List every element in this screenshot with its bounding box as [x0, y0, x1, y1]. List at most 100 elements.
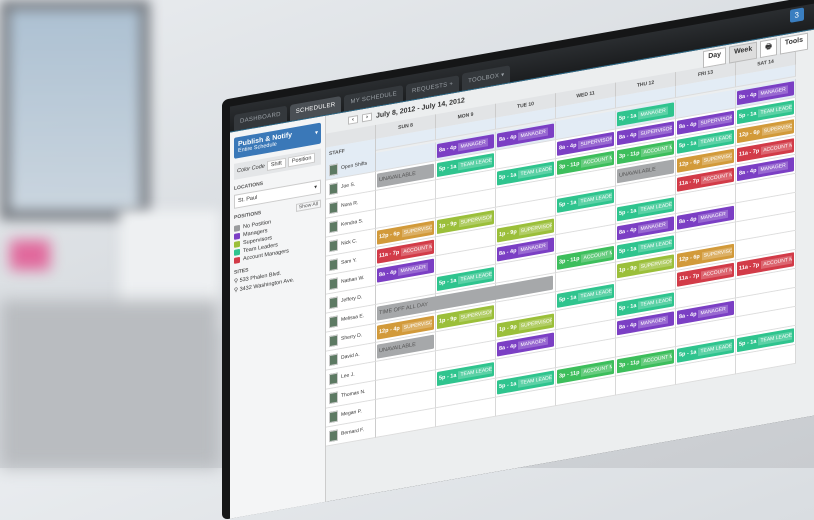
staff-name: Bernard F.	[341, 426, 365, 438]
shift-time: 5p - 1a	[499, 172, 517, 182]
shift-time: 5p - 1a	[439, 163, 457, 173]
shift-position: TEAM LEADER	[698, 133, 732, 147]
shift-time: 5p - 1a	[739, 110, 757, 120]
shift-time: 12p - 4p	[379, 325, 400, 336]
staff-name: Megan P.	[341, 408, 362, 419]
shift-position: MANAGER	[698, 304, 728, 318]
color-code-label: Color Code	[237, 163, 265, 175]
shift-time: 8a - 4p	[679, 311, 697, 321]
shift-position: SUPERVISOR	[458, 213, 492, 228]
shift-time: 5p - 1a	[439, 277, 457, 287]
shift-position: MANAGER	[518, 241, 548, 255]
shift-time: 8a - 4p	[679, 216, 697, 226]
shift-position: ACCOUNT M	[701, 266, 732, 280]
shift-time: 8a - 4p	[619, 321, 637, 331]
shift-position: ACCOUNT M	[701, 171, 732, 185]
avatar	[329, 353, 338, 366]
shift-position: SUPERVISOR	[701, 247, 732, 261]
color-by-shift-button[interactable]: Shift	[266, 157, 286, 172]
staff-name: Jeffery D.	[341, 294, 363, 305]
background-desk	[0, 300, 220, 468]
shift-time: 5p - 1a	[679, 349, 697, 359]
shift-position: ACCOUNT M	[581, 363, 612, 377]
shift-time: UNAVAILABLE	[379, 341, 416, 355]
shift-position: ACCOUNT M	[581, 154, 612, 168]
shift-position: SUPERVISOR	[458, 308, 492, 323]
staff-name: Melissa E.	[341, 312, 365, 324]
shift-time: 8a - 4p	[619, 131, 637, 141]
shift-position: SUPERVISOR	[701, 152, 732, 166]
shift-time: 8a - 4p	[499, 134, 517, 144]
shift-position: MANAGER	[398, 262, 428, 276]
shift-time: 12p - 6p	[679, 253, 700, 264]
shift-position: TEAM LEADER	[458, 156, 492, 171]
shift-position: ACCOUNT M	[401, 242, 432, 257]
shift-position: SUPERVISOR	[638, 124, 672, 139]
staff-name: Sam Y.	[341, 257, 357, 267]
shift-time: 11a - 7p	[739, 148, 760, 158]
avatar	[329, 220, 338, 233]
shift-position: SUPERVISOR	[761, 122, 792, 136]
shift-position: SUPERVISOR	[518, 316, 552, 331]
checkbox-icon[interactable]	[234, 232, 240, 240]
shift-position: SUPERVISOR	[401, 318, 432, 333]
shift-position: TEAM LEADER	[698, 342, 732, 356]
shift-time: 11a - 7p	[679, 272, 700, 283]
shift-position: MANAGER	[758, 161, 788, 175]
location-value: St. Paul	[238, 194, 258, 205]
shift-time: 8a - 4p	[679, 121, 697, 131]
background-monitor	[0, 0, 150, 220]
shift-position: TEAM LEADER	[518, 373, 552, 388]
staff-name: Nick C.	[341, 238, 358, 248]
shift-time: 5p - 1a	[499, 381, 517, 391]
shift-position: SUPERVISOR	[638, 257, 672, 272]
shift-time: 1p - 9p	[619, 264, 637, 274]
shift-position: MANAGER	[518, 127, 548, 141]
shift-time: 3p - 11p	[559, 255, 580, 266]
shift-position: TEAM LEADER	[458, 270, 492, 285]
shift-time: 8a - 4p	[499, 248, 517, 258]
avatar	[329, 315, 338, 328]
shift-time: 11a - 7p	[679, 177, 700, 188]
checkbox-icon[interactable]	[234, 240, 240, 248]
shift-time: 5p - 1a	[619, 245, 637, 255]
shift-time: 1p - 9p	[439, 315, 457, 325]
shift-time: 8a - 4p	[439, 144, 457, 154]
shift-time: 11a - 7p	[739, 262, 760, 272]
shift-time: 5p - 1a	[619, 302, 637, 312]
checkbox-icon[interactable]	[234, 248, 240, 256]
checkbox-icon[interactable]	[234, 224, 240, 232]
next-week-button[interactable]: ›	[362, 112, 372, 123]
shift-position: MANAGER	[638, 220, 668, 234]
shift-time: 8a - 4p	[619, 226, 637, 236]
shift-position: TEAM LEADER	[758, 331, 792, 346]
shift-time: 8a - 4p	[739, 91, 757, 101]
avatar	[329, 277, 338, 290]
shift-time: UNAVAILABLE	[619, 166, 656, 179]
shift-time: 12p - 6p	[739, 129, 760, 139]
avatar	[329, 372, 338, 385]
shift-time: 3p - 11p	[559, 160, 580, 171]
avatar	[329, 258, 338, 271]
prev-week-button[interactable]: ‹	[348, 115, 358, 125]
checkbox-icon[interactable]	[234, 256, 240, 264]
shift-position: TEAM LEADER	[638, 238, 672, 253]
shift-position: TEAM LEADER	[518, 164, 552, 179]
shift-position: SUPERVISOR	[578, 135, 612, 150]
notification-badge[interactable]: 3	[789, 7, 804, 23]
print-icon[interactable]: 🖶	[760, 38, 777, 59]
shift-position: ACCOUNT M	[761, 255, 792, 269]
shift-time: 1p - 9p	[499, 324, 517, 334]
color-by-position-button[interactable]: Position	[287, 152, 316, 168]
shift-position: MANAGER	[458, 138, 488, 152]
staff-name: Nathan W.	[341, 274, 365, 286]
avatar	[329, 163, 338, 176]
staff-name: Joe S.	[341, 181, 356, 191]
caret-down-icon[interactable]: ▾	[314, 130, 318, 137]
shift-position: TEAM LEADER	[638, 200, 672, 215]
shift-time: 5p - 1a	[679, 140, 697, 150]
staff-name: David A.	[341, 351, 360, 362]
shift-time: 1p - 9p	[439, 220, 457, 230]
shift-position: ACCOUNT M	[641, 352, 672, 367]
shift-time: 11a - 7p	[379, 249, 400, 260]
